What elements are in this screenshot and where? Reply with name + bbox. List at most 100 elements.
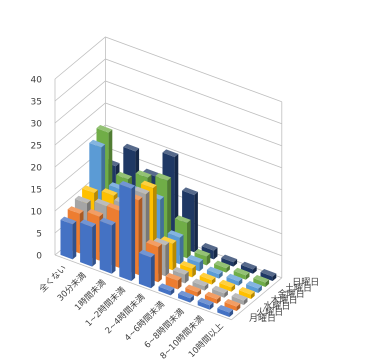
bar-front: [214, 263, 227, 273]
bar-side: [211, 277, 216, 285]
series-label: 月曜日: [249, 313, 276, 324]
bar-front: [219, 282, 232, 292]
bar-top: [185, 284, 202, 293]
bar-side: [229, 309, 234, 317]
bar-top: [155, 173, 172, 181]
y-tick-label: 25: [31, 142, 42, 152]
bar: [192, 278, 209, 291]
bar-side: [172, 240, 177, 271]
bar: [119, 181, 136, 281]
bar-front: [260, 272, 273, 281]
bar-top: [204, 291, 221, 300]
bar-side: [245, 272, 250, 280]
bar-top: [89, 139, 106, 148]
bar-top: [199, 272, 216, 281]
bar-side: [199, 259, 204, 272]
bar-top: [119, 181, 136, 189]
y-tick-label: 5: [36, 230, 42, 240]
bar-top: [187, 255, 204, 263]
bar-top: [238, 287, 255, 295]
bar-top: [212, 285, 228, 294]
bar-top: [133, 186, 150, 195]
bar-front: [60, 219, 73, 260]
bar-front: [204, 294, 217, 304]
bar-front: [253, 278, 266, 287]
bar: [219, 279, 236, 292]
bar: [80, 219, 96, 267]
bar-top: [101, 188, 118, 196]
bar: [206, 266, 223, 279]
bar-top: [87, 209, 104, 217]
bar-top: [106, 203, 123, 211]
bar-side: [92, 223, 96, 267]
bar-side: [217, 296, 221, 304]
bar-top: [116, 171, 132, 180]
y-tick-label: 40: [31, 76, 43, 86]
bar-top: [135, 170, 152, 178]
gridline: [54, 80, 282, 147]
bar: [246, 281, 262, 293]
bar-top: [82, 185, 98, 193]
bar-side: [151, 254, 155, 289]
bar-front: [246, 284, 259, 293]
bar-front: [224, 302, 237, 311]
bar-side: [209, 302, 214, 310]
bar-side: [111, 222, 116, 274]
bar-front: [240, 264, 253, 274]
bar-top: [194, 249, 211, 257]
y-tick-label: 20: [31, 164, 43, 174]
bar-front: [165, 276, 178, 290]
bar-top: [60, 216, 77, 225]
bar-side: [251, 291, 255, 299]
bar-front: [238, 290, 251, 299]
bar: [178, 290, 194, 303]
bar-top: [67, 206, 84, 214]
bar-top: [240, 261, 257, 270]
bar-front: [99, 220, 112, 274]
bar-side: [192, 265, 196, 278]
bar-top: [253, 275, 270, 283]
bar-side: [72, 221, 77, 260]
series-label: 土曜日: [285, 282, 312, 294]
bar-front: [192, 281, 205, 291]
floor-edge: [54, 254, 232, 321]
bar-front: [119, 184, 132, 281]
bar-side: [253, 266, 257, 274]
bar-top: [96, 125, 113, 133]
bar-top: [160, 236, 177, 244]
bar-front: [185, 287, 198, 297]
bar-top: [146, 239, 162, 247]
bar-front: [199, 275, 212, 285]
bar: [60, 216, 77, 260]
bar: [138, 249, 155, 289]
bar: [233, 267, 250, 280]
bar-front: [206, 269, 219, 279]
bar-side: [194, 191, 198, 253]
bar-top: [165, 273, 182, 281]
bar-side: [165, 242, 170, 277]
bar-side: [131, 185, 136, 281]
bar-top: [246, 281, 262, 289]
bar: [199, 272, 216, 285]
bar-top: [167, 230, 184, 238]
series-label: 金曜日: [278, 288, 305, 300]
bar-top: [178, 290, 194, 299]
bar: [217, 305, 234, 317]
bar: [204, 291, 221, 304]
bar-side: [238, 278, 243, 286]
bar-top: [138, 249, 155, 258]
bar-side: [185, 271, 189, 284]
gridline: [54, 36, 282, 103]
y-tick-label: 0: [36, 252, 42, 262]
bar-side: [265, 279, 270, 287]
bar: [221, 254, 238, 267]
bar-side: [258, 285, 262, 293]
bar-top: [153, 237, 170, 246]
bar-front: [138, 252, 151, 289]
bar-top: [226, 273, 243, 282]
y-tick-label: 15: [31, 186, 42, 196]
bar-side: [213, 247, 218, 260]
series-label: 火曜日: [256, 307, 283, 318]
bar-top: [182, 187, 198, 195]
